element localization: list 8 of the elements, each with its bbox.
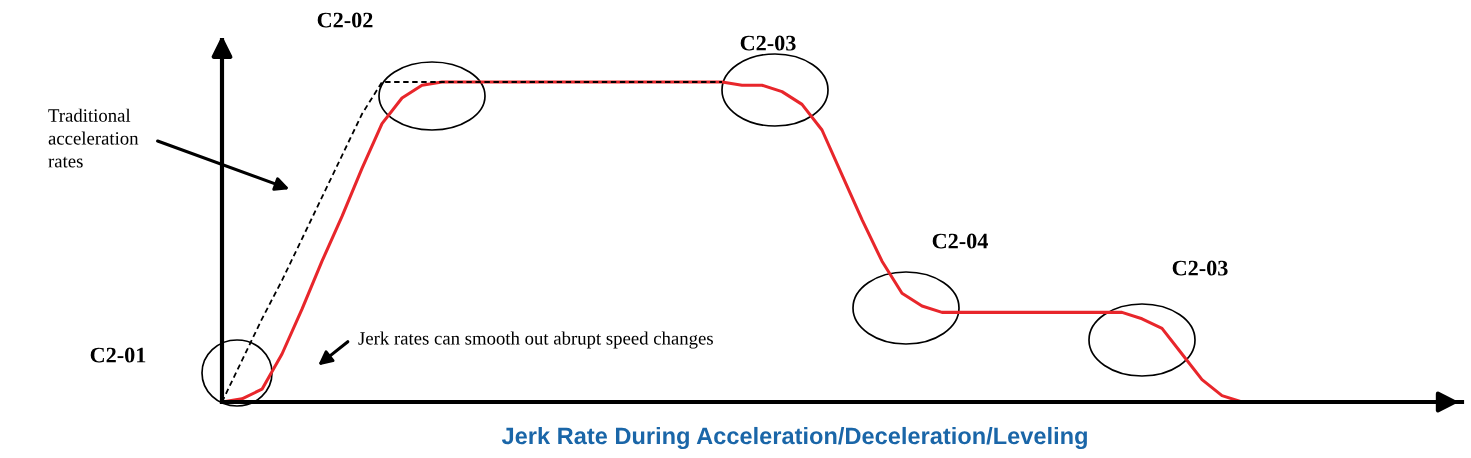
text: C2-03 [740, 35, 796, 51]
annotation: C2-03 [1172, 260, 1228, 276]
text: C2-02 [317, 12, 373, 28]
annotation: Jerk rates can smooth out abrupt speed changes [358, 331, 713, 349]
text: Jerk Rate During Acceleration/Deceleration/Leveling [501, 426, 1087, 450]
text: Traditional acceleration rates [48, 108, 139, 168]
text: C2-01 [90, 347, 146, 363]
annotation: C2-04 [932, 233, 988, 249]
